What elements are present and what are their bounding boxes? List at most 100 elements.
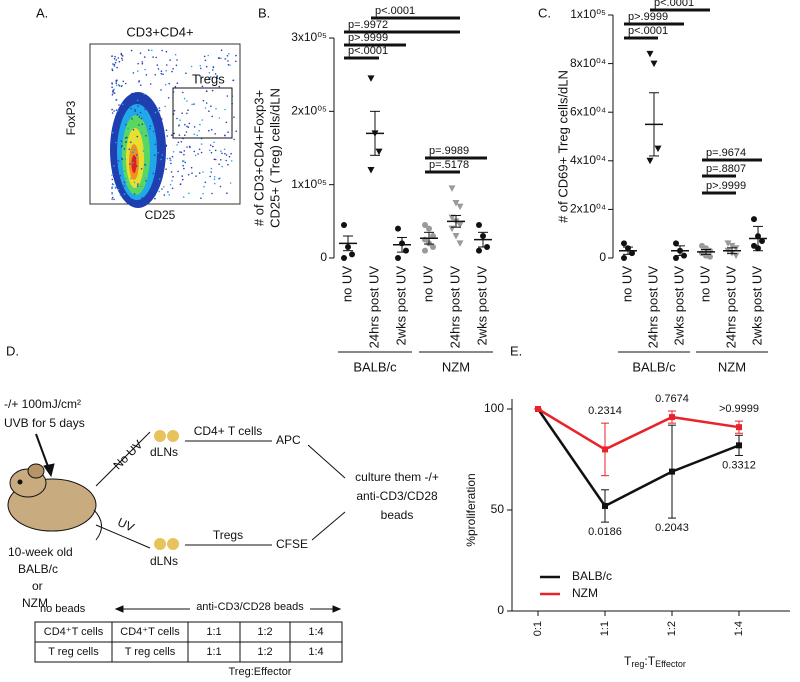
culture-label: culture them -/+ (355, 470, 439, 484)
event (228, 155, 231, 158)
event (113, 110, 115, 112)
event (132, 72, 135, 74)
y-tick-label: 6x10⁰⁴ (570, 104, 606, 118)
event (233, 138, 235, 141)
event (117, 83, 120, 86)
event (160, 89, 162, 91)
event (188, 122, 191, 125)
event (133, 193, 136, 195)
event (123, 148, 126, 150)
x-tick-label: 2wks post UV (671, 266, 686, 346)
event (141, 197, 143, 199)
event (161, 151, 163, 153)
treatment: -/+ 100mJ/cm² (4, 397, 81, 411)
node-label: dLNs (150, 445, 178, 459)
event (229, 182, 232, 184)
event (145, 74, 148, 76)
event (212, 66, 215, 69)
mouse-eye (17, 479, 23, 485)
event (135, 154, 138, 156)
event (183, 150, 186, 152)
arrow-head (43, 463, 55, 478)
event (134, 108, 136, 111)
mouse-label: BALB/c (18, 562, 58, 576)
event (174, 85, 177, 88)
event (161, 188, 163, 190)
event (163, 186, 165, 188)
data-point (736, 442, 742, 449)
legend-label: BALB/c (572, 569, 612, 583)
series-line (536, 408, 740, 508)
p-value: 0.2043 (655, 522, 689, 534)
event (212, 145, 214, 148)
table: CD4⁺T cells CD4⁺T cells 1:1 1:2 1:4 T reg cel… (34, 621, 343, 663)
event (118, 104, 120, 106)
event (181, 112, 183, 114)
event (220, 150, 222, 152)
event (178, 125, 180, 127)
event (111, 141, 113, 144)
event (114, 186, 117, 189)
event (199, 74, 201, 77)
event (218, 117, 221, 119)
panel-label: B. (258, 5, 270, 20)
event (125, 181, 127, 183)
event (207, 54, 209, 57)
table-header: no beads (40, 603, 86, 615)
event (161, 154, 164, 156)
lymph-node (167, 538, 179, 550)
event (140, 117, 143, 120)
event (169, 59, 171, 61)
data-point (707, 247, 713, 254)
event (130, 197, 133, 199)
event (144, 177, 146, 179)
event (145, 180, 147, 182)
connector (95, 524, 151, 549)
table-cell: CD4⁺T cells (120, 626, 180, 638)
event (112, 183, 115, 186)
event (155, 133, 157, 135)
event (209, 175, 211, 178)
event (154, 122, 156, 125)
data-point (456, 203, 464, 211)
event (171, 70, 173, 73)
event (115, 80, 118, 83)
event (113, 65, 116, 67)
event (184, 161, 186, 164)
event (111, 68, 113, 70)
event (184, 123, 186, 126)
event (115, 99, 117, 101)
event (120, 52, 122, 55)
event (175, 64, 178, 67)
event (203, 185, 205, 188)
table-cell: 1:1 (206, 626, 221, 638)
event (111, 178, 114, 181)
event (235, 60, 237, 63)
event (190, 166, 193, 169)
group-label: BALB/c (353, 359, 397, 374)
event (225, 154, 228, 156)
event (156, 117, 158, 120)
edge-label: Tregs (213, 528, 243, 542)
event (117, 123, 120, 126)
p-value: p>.9999 (348, 32, 388, 44)
data-point (403, 247, 409, 254)
event (160, 72, 163, 75)
x-tick-label: 24hrs post UV (366, 266, 381, 349)
event (209, 76, 212, 78)
event (221, 152, 223, 155)
event (208, 149, 211, 152)
event (116, 163, 119, 165)
event (129, 163, 131, 165)
event (213, 158, 216, 161)
event (169, 183, 172, 186)
event (158, 107, 161, 109)
data-point (535, 406, 541, 412)
event (204, 59, 207, 62)
event (160, 158, 162, 161)
event (160, 70, 163, 72)
event (136, 99, 139, 102)
event (208, 110, 210, 112)
y-tick-label: 4x10⁰⁴ (570, 153, 606, 167)
